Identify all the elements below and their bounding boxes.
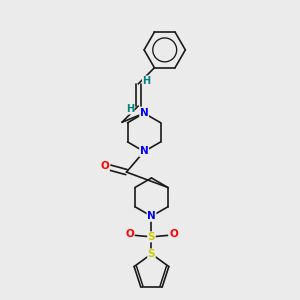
Text: S: S — [148, 232, 155, 242]
Text: N: N — [140, 146, 148, 157]
Text: O: O — [100, 161, 109, 171]
Text: N: N — [147, 211, 156, 221]
Text: O: O — [125, 229, 134, 239]
Text: N: N — [140, 108, 148, 118]
Text: O: O — [169, 229, 178, 239]
Text: H: H — [126, 104, 134, 114]
Text: S: S — [148, 249, 155, 259]
Text: H: H — [142, 76, 151, 86]
